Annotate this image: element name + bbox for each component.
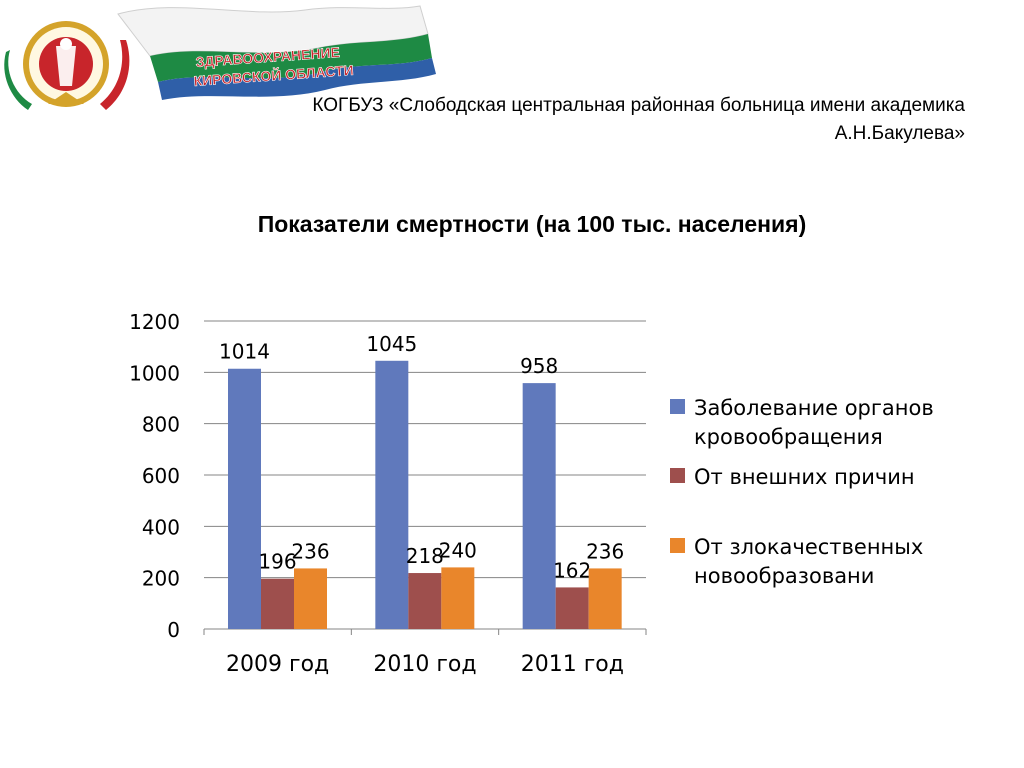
data-label: 218 [406,544,444,568]
organization-title-line2: А.Н.Бакулева» [834,123,965,144]
y-tick-label: 800 [142,413,180,437]
x-category-label: 2009 год [226,652,329,677]
emblem-icon [4,21,130,110]
banner-ribbon-blue [158,58,436,100]
chart-title: Показатели смертности (на 100 тыс. насел… [257,211,807,237]
bar-1-1 [228,368,261,629]
y-tick-label: 400 [142,515,180,539]
organization-title-line1: КОГБУЗ «Слободская центральная районная … [312,95,965,116]
legend-label-2: От внешних причин [694,465,915,489]
logo: ЗДРАВООХРАНЕНИЕ КИРОВСКОЙ ОБЛАСТИ [4,5,436,110]
y-tick-label: 600 [142,464,180,488]
bar-3-3 [588,568,622,629]
bar-3-1 [294,568,327,629]
bar-2-2 [408,573,442,629]
bar-2-1 [261,578,294,629]
x-category-label: 2010 год [373,652,476,677]
data-label: 1045 [366,332,417,356]
bar-1-2 [375,360,409,629]
organization-title: КОГБУЗ «Слободская центральная районная … [150,92,965,148]
legend-swatch-1 [670,399,685,414]
x-category-label: 2011 год [521,652,624,677]
data-label: 1014 [219,340,270,364]
banner-ribbon-green [150,34,432,82]
data-label: 236 [586,539,624,563]
y-tick-label: 1200 [129,310,180,334]
legend-swatch-2 [670,468,685,483]
data-label: 240 [439,538,477,562]
bar-1-3 [522,383,556,629]
data-label: 236 [291,539,329,563]
bar-3-2 [441,567,475,629]
bar-2-3 [555,587,589,629]
data-label: 196 [258,550,296,574]
legend-label-3: От злокачественных новообразовани [694,535,923,588]
y-tick-label: 0 [167,618,180,642]
y-tick-label: 200 [142,567,180,591]
data-label: 162 [553,558,591,582]
legend-swatch-3 [670,538,685,553]
data-label: 958 [520,354,558,378]
y-tick-label: 1000 [129,361,180,385]
legend-label-1: Заболевание органов кровообращения [694,396,934,449]
